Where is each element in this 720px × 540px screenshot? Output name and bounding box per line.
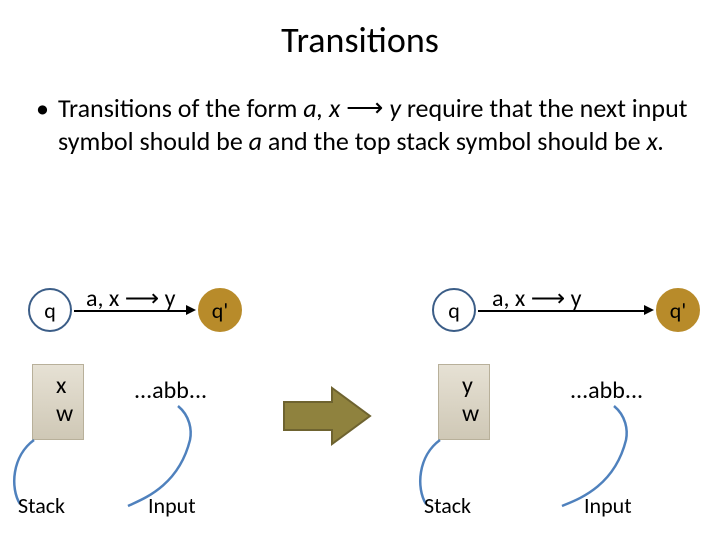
bullet-text: Transitions of the form a, x ⟶ y require… [58,92,690,157]
page-title: Transitions [0,0,720,62]
stack-caption-right: Stack [424,492,471,519]
arrow-glyph-icon: ⟶ [346,91,383,124]
sym-a: a [249,125,262,157]
bullet-mid2: and the top stack symbol should be [262,125,646,157]
expr-a: a, x [303,92,340,124]
bullet-dot: • [30,92,58,157]
input-caption-right: Input [584,492,632,519]
bullet-lead: Transitions of the form [58,92,303,124]
bullet-block: • Transitions of the form a, x ⟶ y requi… [0,62,720,157]
expr-y: y [383,92,401,124]
sym-x: x. [646,125,664,157]
